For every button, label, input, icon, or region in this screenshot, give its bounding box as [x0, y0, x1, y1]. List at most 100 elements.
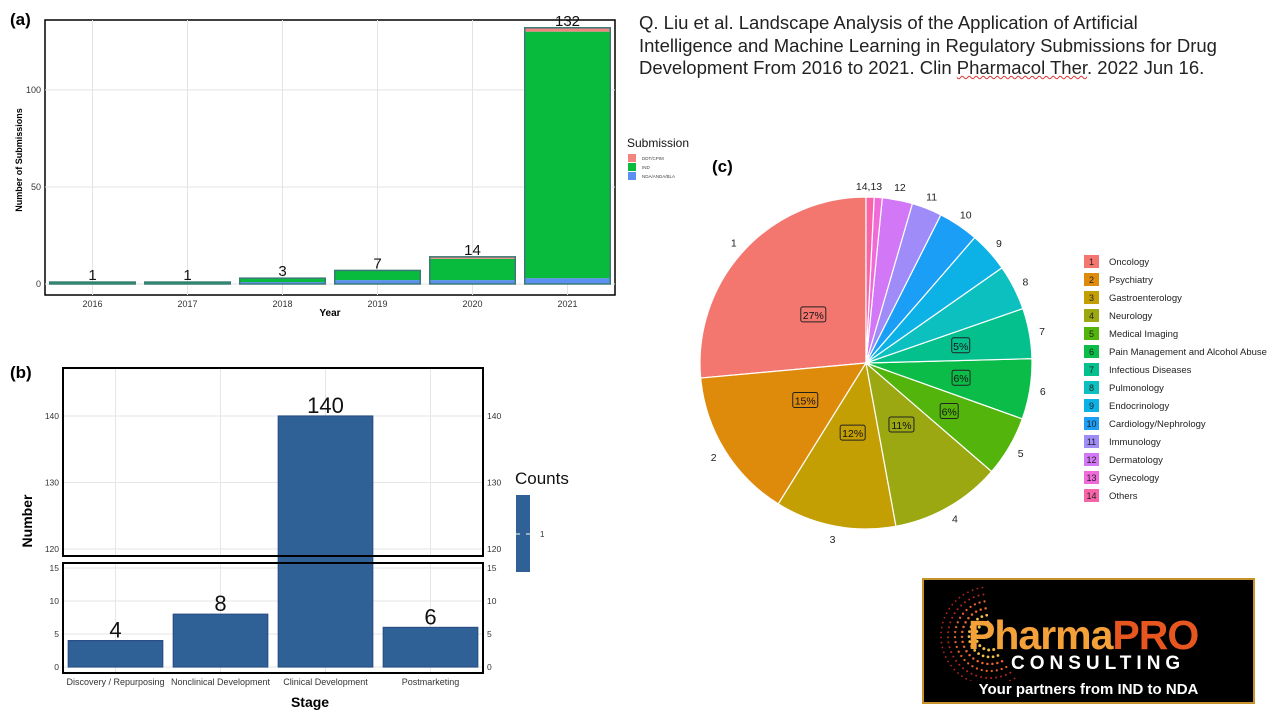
pie-legend-num: 13 [1086, 473, 1096, 483]
logo-dot [1004, 673, 1007, 676]
chart-a-total-label: 14 [464, 242, 481, 259]
chart-b-y-tick-right: 140 [487, 411, 501, 421]
logo-dot [977, 652, 980, 655]
logo-dot [957, 672, 959, 674]
chart-b-bar [67, 640, 164, 668]
logo-dot [975, 629, 979, 633]
chart-a-legend-label: IND [642, 165, 651, 170]
pie-legend-swatch [1084, 417, 1099, 430]
citation-line-2: Intelligence and Machine Learning in Reg… [639, 34, 1217, 56]
pie-legend-num: 11 [1087, 437, 1096, 447]
pie-outer-label: 12 [894, 182, 906, 194]
chart-a-plot-border [44, 19, 616, 296]
logo-dot [943, 616, 946, 619]
chart-b-x-tick: Clinical Development [283, 677, 368, 687]
chart-a-bar-segment [239, 278, 326, 283]
pie-outer-label: 14,13 [856, 181, 882, 193]
pie-legend-label: Pulmonology [1109, 383, 1164, 394]
pie-legend-label: Endocrinology [1109, 401, 1169, 412]
pie-legend-swatch [1084, 363, 1099, 376]
chart-b-bar [277, 415, 374, 668]
logo-dot [985, 669, 988, 672]
logo-dot [967, 662, 970, 665]
pie-outer-label: 1 [731, 237, 737, 249]
logo-dot [976, 659, 979, 663]
logo-dot [975, 639, 979, 643]
logo-dot [945, 612, 948, 615]
logo-dot [971, 665, 974, 668]
logo-dot [962, 625, 965, 629]
citation-line-3: Development From 2016 to 2021. Clin Phar… [639, 57, 1274, 80]
chart-b-y-tick-right: 130 [487, 478, 501, 488]
logo-dot [991, 655, 995, 659]
chart-a-total-label: 1 [183, 267, 191, 284]
chart-a-total-label: 7 [373, 255, 381, 272]
pie-pct-box [939, 402, 959, 419]
logo-dot [985, 676, 988, 679]
pie-pct-box [951, 369, 971, 386]
pie-legend-label: Oncology [1109, 257, 1149, 268]
chart-a-bar-segment [524, 31, 611, 279]
chart-a-x-tick: 2016 [82, 299, 102, 309]
logo-dot [961, 675, 963, 678]
logo-dot [940, 641, 943, 644]
chart-a-bar-segment [429, 256, 516, 259]
logo-dot [960, 654, 963, 658]
chart-b-y-tick-right: 15 [487, 563, 497, 573]
pie-legend-label: Gynecology [1109, 473, 1159, 484]
logo-dot [976, 617, 979, 621]
logo-dot [947, 631, 950, 634]
logo-dot [981, 654, 985, 658]
chart-a-total-label: 132 [555, 13, 580, 30]
logo-dot [1000, 659, 1004, 663]
pie-legend-swatch [1084, 345, 1099, 358]
logo-dot [973, 603, 977, 606]
pie-pct-label: 27% [803, 310, 824, 322]
chart-a-bar-outline [144, 281, 231, 285]
chart-b-legend-title: Counts [515, 469, 569, 488]
pie-legend-num: 7 [1089, 365, 1094, 375]
chart-b-x-tick: Nonclinical Development [171, 677, 271, 687]
chart-a-y-tick: 100 [26, 85, 41, 95]
pie-legend-label: Dermatology [1109, 455, 1163, 466]
logo-dot [968, 640, 972, 644]
logo-dot [957, 650, 960, 653]
pie-pct-label: 15% [795, 395, 816, 407]
chart-a-x-tick: 2020 [462, 299, 482, 309]
chart-a-y-axis-label: Number of Submissions [14, 108, 24, 212]
logo-dot [980, 615, 984, 619]
logo-dot [973, 648, 977, 652]
citation-line-1: Q. Liu et al. Landscape Analysis of the … [639, 12, 1138, 33]
logo-dot [950, 651, 953, 654]
chart-b-value-label: 140 [307, 393, 344, 418]
logo-dot [948, 646, 951, 649]
chart-a-bar-outline [239, 277, 326, 285]
chart-a-legend-label: DDT/CPIM [642, 156, 664, 161]
logo-dot [980, 676, 983, 679]
pie-legend-label: Immunology [1109, 437, 1161, 448]
chart-b-x-axis-label: Stage [291, 694, 329, 710]
logo-dot [970, 644, 974, 648]
logo-pro-text: PRO [1112, 612, 1199, 658]
logo-dot [986, 662, 989, 666]
logo-dot [947, 641, 950, 644]
chart-a-bar-segment [524, 27, 611, 32]
chart-a-bar-segment [239, 282, 326, 284]
logo-dot [953, 668, 956, 671]
chart-b-y-tick-right: 5 [487, 629, 492, 639]
logo-dot [970, 672, 973, 675]
chart-a-bar-segment [334, 270, 421, 281]
logo-dot [960, 635, 964, 639]
panel-c-label: (c) [712, 157, 733, 176]
pie-legend-num: 12 [1086, 455, 1096, 465]
pie-outer-label: 7 [1039, 326, 1045, 338]
pie-legend-swatch [1084, 453, 1099, 466]
logo-dot [968, 653, 971, 657]
pie-pct-label: 12% [842, 428, 863, 440]
logo-dot [956, 621, 959, 624]
pie-legend-num: 2 [1089, 275, 1094, 285]
pie-legend-label: Infectious Diseases [1109, 365, 1192, 376]
logo-dot [980, 668, 983, 672]
journal-name: Pharmacol Ther [956, 57, 1088, 78]
pie-outer-label: 9 [996, 238, 1002, 250]
